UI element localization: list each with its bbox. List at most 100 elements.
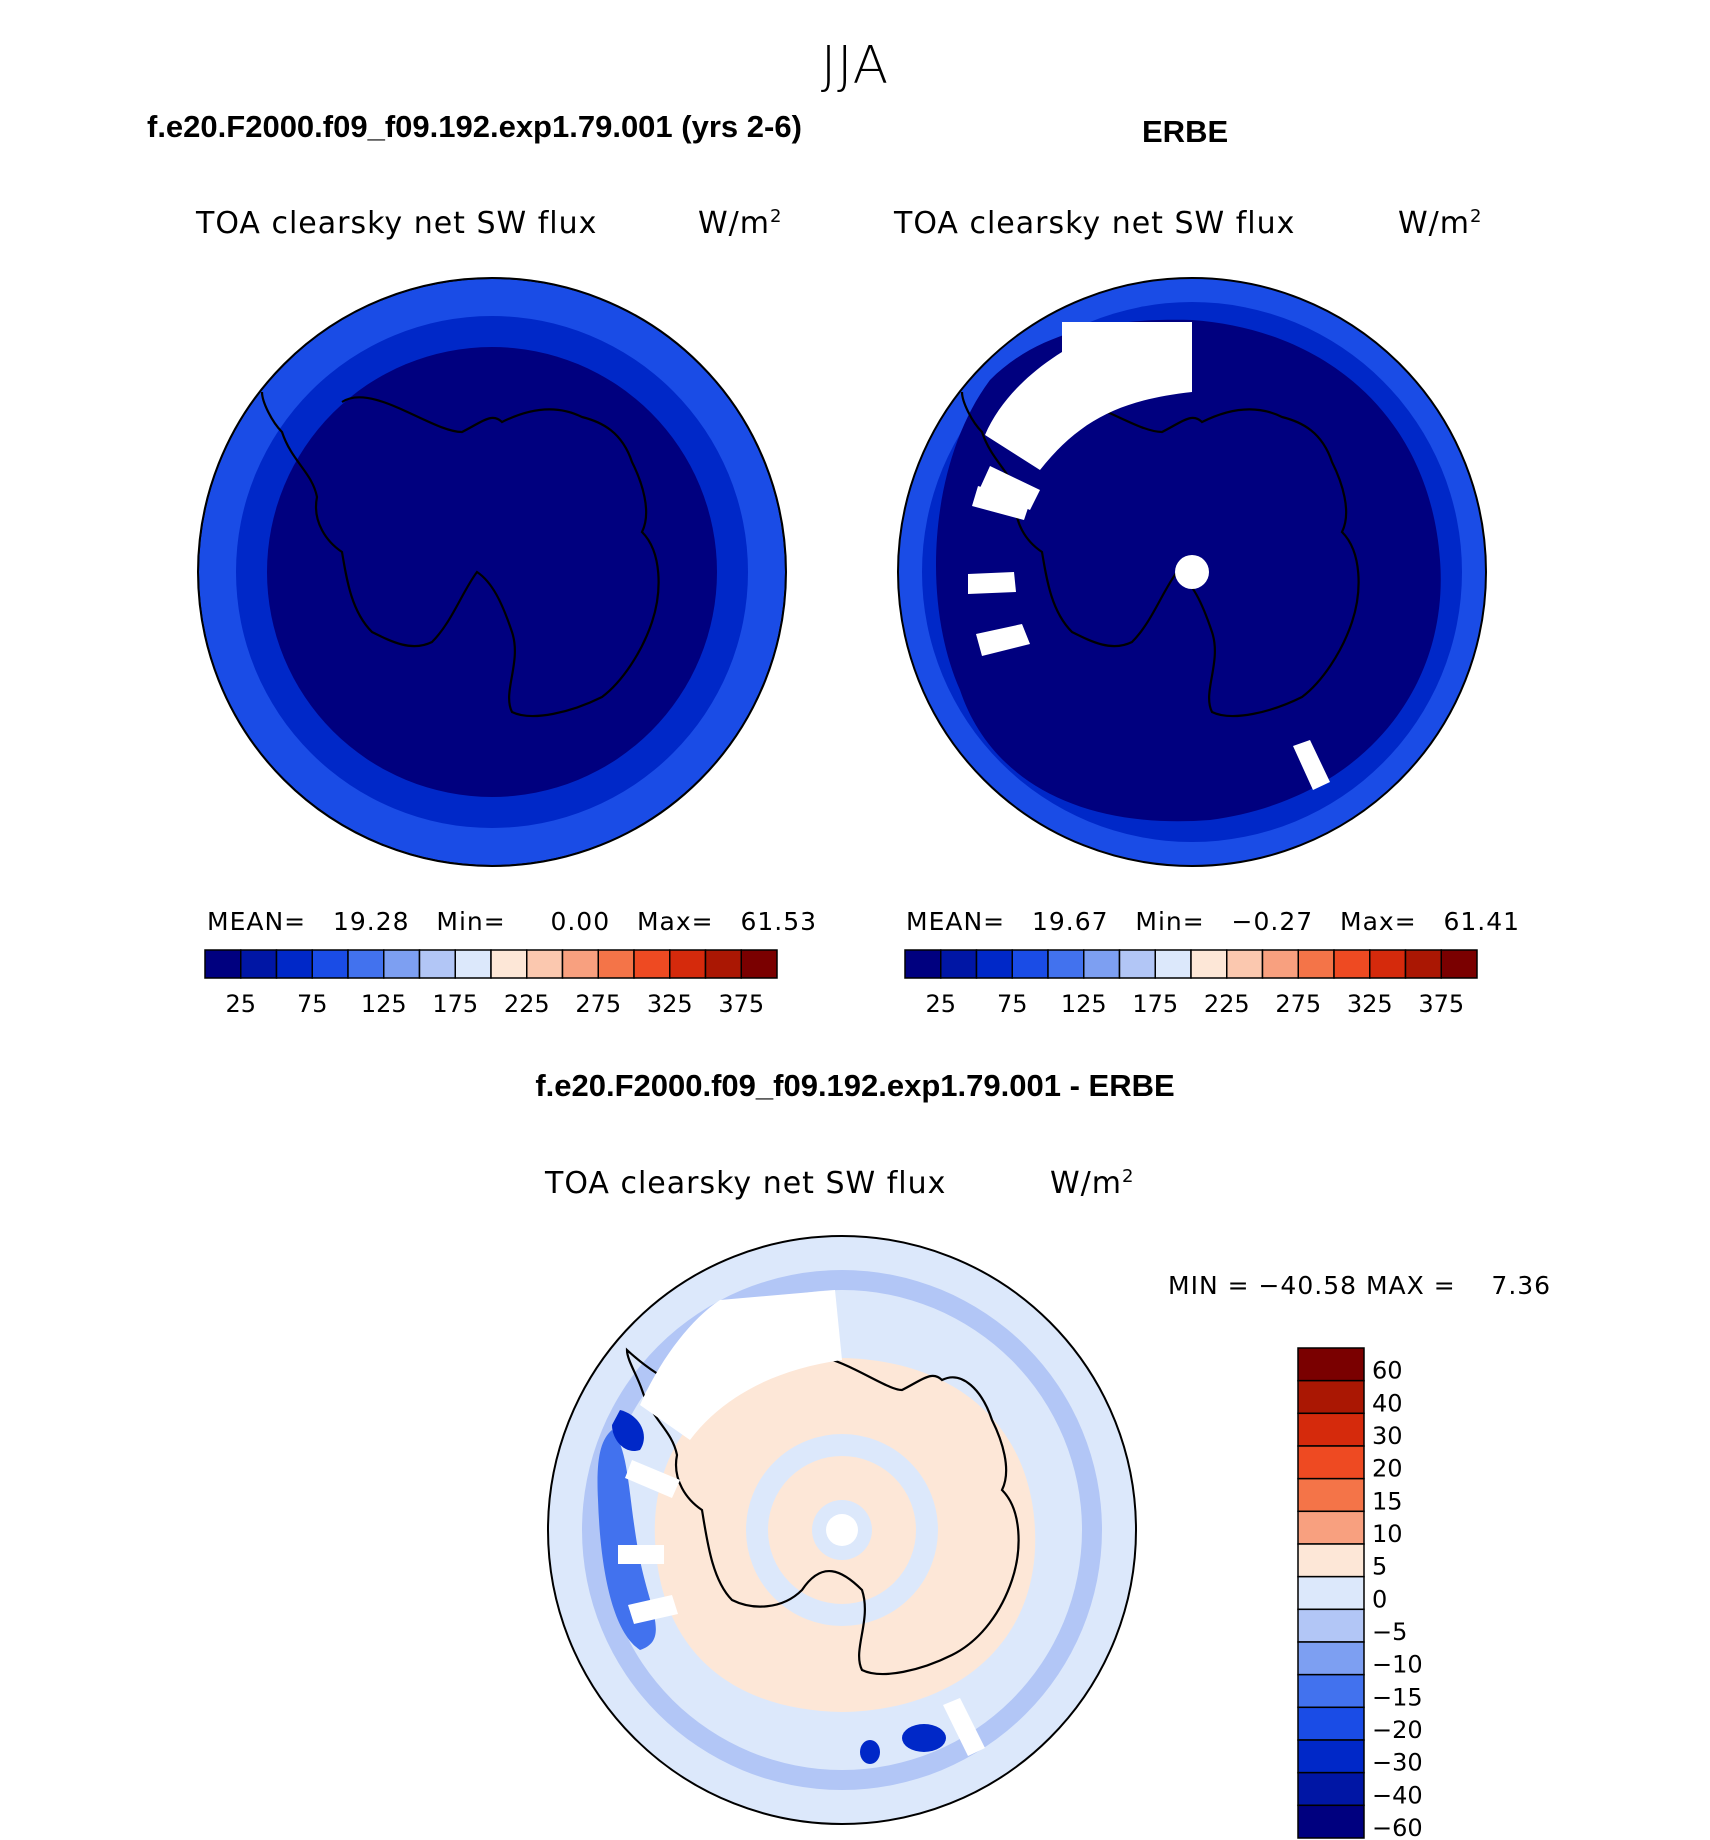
right-colorbar-swatch bbox=[1154, 949, 1192, 979]
right-colorbar-swatch bbox=[1404, 949, 1442, 979]
left-colorbar-tick-label: 125 bbox=[361, 990, 407, 1018]
right-field-title: TOA clearsky net SW flux bbox=[894, 206, 1296, 241]
left-colorbar-tick-label: 325 bbox=[647, 990, 693, 1018]
diff-polar-map bbox=[548, 1236, 1136, 1824]
right-missing-bar-3 bbox=[968, 572, 1016, 594]
right-colorbar-swatch bbox=[1011, 949, 1049, 979]
diff-colorbar-swatch bbox=[1297, 1641, 1365, 1676]
diff-colorbar-swatch bbox=[1297, 1477, 1365, 1513]
right-colorbar-swatch bbox=[1190, 949, 1228, 979]
left-case-title: f.e20.F2000.f09_f09.192.exp1.79.001 (yrs… bbox=[147, 109, 802, 144]
right-colorbar-tick-label: 75 bbox=[997, 990, 1028, 1018]
right-colorbar-tick-label: 325 bbox=[1347, 990, 1393, 1018]
diff-missing-bar-1 bbox=[625, 1460, 680, 1498]
left-colorbar-swatch bbox=[275, 949, 313, 979]
left-colorbar-swatch bbox=[418, 949, 456, 979]
left-antarctica-coast bbox=[260, 391, 660, 718]
right-colorbar-swatch bbox=[1261, 949, 1299, 979]
right-colorbar: 25 75 125 175 225 275 325 375 bbox=[904, 949, 1478, 1018]
diff-colorbar-swatch bbox=[1297, 1412, 1365, 1447]
diff-missing-arc bbox=[640, 1290, 842, 1440]
diff-units: W/m2 bbox=[1050, 1166, 1135, 1201]
left-map-border bbox=[197, 277, 787, 867]
left-stats: MEAN= 19.28 Min= 0.00 Max= 61.53 bbox=[207, 907, 818, 936]
diff-colorbar-swatch bbox=[1297, 1706, 1365, 1741]
right-colorbar-swatch bbox=[940, 949, 978, 979]
diff-colorbar-swatch bbox=[1297, 1379, 1365, 1415]
left-colorbar-swatch bbox=[704, 949, 742, 979]
diff-colorbar-tick-label: −30 bbox=[1372, 1749, 1423, 1777]
diff-map-neg-blob-south-1 bbox=[902, 1724, 946, 1752]
right-missing-bar-1 bbox=[980, 466, 1040, 510]
diff-map-neg-blob-south-2 bbox=[860, 1740, 880, 1764]
diff-minmax: MIN = −40.58 MAX = 7.36 bbox=[1168, 1271, 1552, 1300]
diff-colorbar-tick-label: 5 bbox=[1372, 1553, 1387, 1581]
left-colorbar-swatch bbox=[454, 949, 492, 979]
left-colorbar-swatch bbox=[490, 949, 528, 979]
left-colorbar-swatch bbox=[311, 949, 349, 979]
right-antarctica-coast bbox=[960, 391, 1360, 718]
right-missing-bar-5 bbox=[1293, 740, 1330, 790]
left-colorbar-swatch bbox=[740, 949, 778, 979]
left-units: W/m2 bbox=[698, 206, 783, 241]
right-colorbar-swatch bbox=[1047, 949, 1085, 979]
right-polar-map bbox=[898, 278, 1486, 866]
left-colorbar-swatch bbox=[526, 949, 564, 979]
left-colorbar-tick-label: 225 bbox=[504, 990, 550, 1018]
left-colorbar-swatch bbox=[204, 949, 242, 979]
diff-colorbar-tick-label: 60 bbox=[1372, 1357, 1403, 1385]
diff-colorbar: 60 40 30 20 15 10 5 0 −5 −10 −15 −20 −30 −40 −60 bbox=[1297, 1347, 1423, 1840]
diff-colorbar-swatch bbox=[1297, 1510, 1365, 1545]
diff-colorbar-swatch bbox=[1297, 1445, 1365, 1480]
diff-map-neg-blob-west bbox=[597, 1430, 656, 1650]
right-colorbar-swatch bbox=[1440, 949, 1478, 979]
right-map-border bbox=[897, 277, 1487, 867]
left-colorbar-tick-label: 175 bbox=[432, 990, 478, 1018]
diff-colorbar-tick-label: 15 bbox=[1372, 1487, 1403, 1515]
left-colorbar-tick-label: 25 bbox=[225, 990, 256, 1018]
right-colorbar-swatch bbox=[1226, 949, 1264, 979]
right-missing-pole bbox=[1175, 555, 1209, 589]
diff-colorbar-tick-label: −10 bbox=[1372, 1651, 1423, 1679]
left-colorbar-swatch bbox=[633, 949, 671, 979]
diff-missing-bar-3 bbox=[628, 1595, 678, 1624]
season-title: JJA bbox=[820, 36, 890, 96]
right-colorbar-swatch bbox=[1083, 949, 1121, 979]
left-colorbar-swatch bbox=[347, 949, 385, 979]
right-colorbar-tick-label: 25 bbox=[925, 990, 956, 1018]
diff-colorbar-tick-label: 30 bbox=[1372, 1422, 1403, 1450]
diff-case-title: f.e20.F2000.f09_f09.192.exp1.79.001 - ER… bbox=[535, 1068, 1175, 1103]
diff-colorbar-swatch bbox=[1297, 1804, 1365, 1839]
right-colorbar-tick-label: 375 bbox=[1418, 990, 1464, 1018]
left-map-inner-field bbox=[267, 347, 717, 797]
right-colorbar-tick-label: 275 bbox=[1275, 990, 1321, 1018]
left-colorbar-swatch bbox=[561, 949, 599, 979]
right-units: W/m2 bbox=[1398, 206, 1483, 241]
diff-colorbar-swatch bbox=[1297, 1739, 1365, 1774]
right-colorbar-swatch bbox=[1333, 949, 1371, 979]
right-colorbar-swatch bbox=[1118, 949, 1156, 979]
diff-colorbar-tick-label: 10 bbox=[1372, 1520, 1403, 1548]
right-case-title: ERBE bbox=[1142, 114, 1229, 149]
right-missing-bar-2 bbox=[972, 486, 1030, 520]
right-colorbar-tick-label: 125 bbox=[1061, 990, 1107, 1018]
diff-colorbar-tick-label: −20 bbox=[1372, 1716, 1423, 1744]
diff-colorbar-swatch bbox=[1297, 1771, 1365, 1807]
left-colorbar-swatch bbox=[597, 949, 635, 979]
diff-missing-bar-4 bbox=[943, 1698, 985, 1756]
right-colorbar-swatch bbox=[904, 949, 942, 979]
right-colorbar-tick-label: 175 bbox=[1132, 990, 1178, 1018]
left-colorbar-tick-label: 275 bbox=[575, 990, 621, 1018]
right-colorbar-tick-label: 225 bbox=[1204, 990, 1250, 1018]
left-polar-map bbox=[198, 278, 786, 866]
diff-missing-pole bbox=[826, 1514, 858, 1546]
diff-colorbar-tick-label: −5 bbox=[1372, 1618, 1407, 1646]
diff-map-neg-blob-nw bbox=[612, 1410, 644, 1451]
diff-map-border bbox=[547, 1235, 1137, 1825]
diff-colorbar-tick-label: 0 bbox=[1372, 1585, 1387, 1613]
diff-colorbar-swatch bbox=[1297, 1673, 1365, 1709]
diff-colorbar-tick-label: −60 bbox=[1372, 1814, 1423, 1840]
right-colorbar-swatch bbox=[1369, 949, 1407, 979]
diff-colorbar-swatch bbox=[1297, 1347, 1365, 1382]
